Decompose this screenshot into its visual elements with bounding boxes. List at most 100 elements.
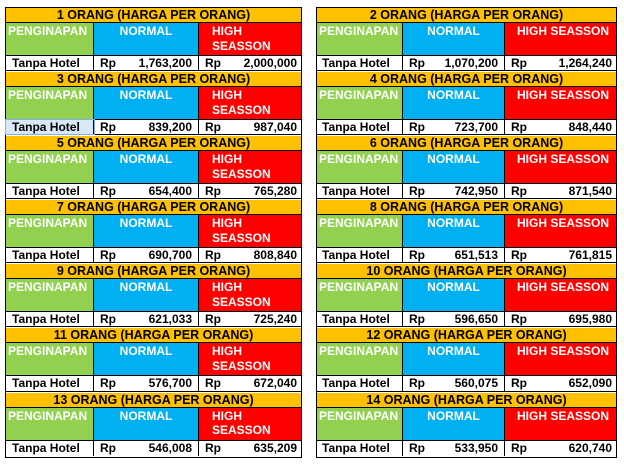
penginapan-header[interactable]: PENGINAPAN <box>6 87 94 120</box>
high-season-header[interactable]: HIGH SEASSON <box>505 279 616 312</box>
normal-header[interactable]: NORMAL <box>403 87 505 120</box>
high-season-price-cell[interactable]: Rp 987,040 <box>199 120 301 134</box>
high-season-price-cell[interactable]: Rp 620,740 <box>505 441 616 456</box>
high-season-header[interactable]: HIGH SEASSON <box>505 407 616 440</box>
normal-price-cell[interactable]: Rp 560,075 <box>403 376 505 391</box>
normal-price-cell[interactable]: Rp 690,700 <box>94 248 199 263</box>
normal-header[interactable]: NORMAL <box>403 279 505 312</box>
normal-header[interactable]: NORMAL <box>94 151 199 184</box>
penginapan-header[interactable]: PENGINAPAN <box>317 343 403 376</box>
normal-header[interactable]: NORMAL <box>403 343 505 376</box>
high-season-price-cell[interactable]: Rp 652,090 <box>505 376 616 390</box>
high-season-price-cell[interactable]: Rp 672,040 <box>199 376 301 390</box>
block-title[interactable]: 7 ORANG (HARGA PER ORANG) <box>6 200 301 216</box>
row-label[interactable]: Tanpa Hotel <box>6 184 94 199</box>
high-season-price-cell[interactable]: Rp 725,240 <box>199 312 301 326</box>
row-label[interactable]: Tanpa Hotel <box>6 376 94 391</box>
row-label[interactable]: Tanpa Hotel <box>5 119 95 136</box>
normal-price-cell[interactable]: Rp 546,008 <box>94 440 199 456</box>
high-season-header[interactable]: HIGH SEASSON <box>505 23 616 55</box>
high-season-header[interactable]: HIGH SEASSON <box>505 215 616 248</box>
normal-header[interactable]: NORMAL <box>403 23 505 55</box>
block-title[interactable]: 10 ORANG (HARGA PER ORANG) <box>317 264 616 280</box>
penginapan-header[interactable]: PENGINAPAN <box>6 279 94 312</box>
high-season-header[interactable]: HIGH SEASSON <box>199 279 301 312</box>
penginapan-header[interactable]: PENGINAPAN <box>6 151 94 184</box>
high-season-header[interactable]: HIGH SEASSON <box>199 23 301 55</box>
normal-header[interactable]: NORMAL <box>403 151 505 184</box>
high-season-header[interactable]: HIGH SEASSON <box>199 215 301 248</box>
high-season-price-cell[interactable]: Rp 765,280 <box>199 184 301 198</box>
block-title[interactable]: 2 ORANG (HARGA PER ORANG) <box>317 8 616 23</box>
block-title[interactable]: 9 ORANG (HARGA PER ORANG) <box>6 264 301 280</box>
currency-label: Rp <box>205 248 221 263</box>
normal-header[interactable]: NORMAL <box>94 343 199 376</box>
block-title[interactable]: 11 ORANG (HARGA PER ORANG) <box>6 328 301 344</box>
block-title[interactable]: 14 ORANG (HARGA PER ORANG) <box>317 392 616 408</box>
block-title[interactable]: 6 ORANG (HARGA PER ORANG) <box>317 136 616 152</box>
row-label[interactable]: Tanpa Hotel <box>317 248 403 263</box>
high-season-price-cell[interactable]: Rp 635,209 <box>199 441 301 456</box>
normal-header[interactable]: NORMAL <box>94 407 199 440</box>
block-title[interactable]: 1 ORANG (HARGA PER ORANG) <box>6 8 301 23</box>
penginapan-header[interactable]: PENGINAPAN <box>317 23 403 55</box>
penginapan-header[interactable]: PENGINAPAN <box>317 407 403 440</box>
normal-price-cell[interactable]: Rp 742,950 <box>403 184 505 199</box>
normal-header[interactable]: NORMAL <box>94 23 199 55</box>
high-season-header[interactable]: HIGH SEASSON <box>505 343 616 376</box>
block-title[interactable]: 5 ORANG (HARGA PER ORANG) <box>6 136 301 152</box>
penginapan-header[interactable]: PENGINAPAN <box>317 279 403 312</box>
row-label[interactable]: Tanpa Hotel <box>317 312 403 327</box>
penginapan-header[interactable]: PENGINAPAN <box>317 87 403 120</box>
row-label[interactable]: Tanpa Hotel <box>6 56 94 71</box>
high-season-price-cell[interactable]: Rp 695,980 <box>505 312 616 326</box>
row-label[interactable]: Tanpa Hotel <box>6 248 94 263</box>
high-season-price-cell[interactable]: Rp 808,840 <box>199 248 301 262</box>
normal-price-cell[interactable]: Rp 651,513 <box>403 248 505 263</box>
high-season-header[interactable]: HIGH SEASSON <box>199 343 301 376</box>
normal-header[interactable]: NORMAL <box>403 215 505 248</box>
normal-price-cell[interactable]: Rp 1,070,200 <box>403 56 505 71</box>
high-season-header[interactable]: HIGH SEASSON <box>199 87 301 120</box>
normal-header[interactable]: NORMAL <box>94 215 199 248</box>
high-season-price-cell[interactable]: Rp 1,264,240 <box>505 56 616 70</box>
row-label[interactable]: Tanpa Hotel <box>317 376 403 391</box>
normal-price-cell[interactable]: Rp 621,033 <box>94 312 199 327</box>
high-season-header[interactable]: HIGH SEASSON <box>199 407 301 440</box>
normal-price-cell[interactable]: Rp 1,763,200 <box>94 56 199 71</box>
normal-header[interactable]: NORMAL <box>94 279 199 312</box>
penginapan-header[interactable]: PENGINAPAN <box>6 23 94 55</box>
high-season-price-cell[interactable]: Rp 871,540 <box>505 184 616 198</box>
normal-header[interactable]: NORMAL <box>403 407 505 440</box>
high-season-price-cell[interactable]: Rp 761,815 <box>505 248 616 262</box>
normal-price-cell[interactable]: Rp 654,400 <box>94 184 199 199</box>
block-title[interactable]: 8 ORANG (HARGA PER ORANG) <box>317 200 616 216</box>
row-label[interactable]: Tanpa Hotel <box>317 56 403 71</box>
block-title[interactable]: 3 ORANG (HARGA PER ORANG) <box>6 72 301 88</box>
normal-price-cell[interactable]: Rp 596,650 <box>403 312 505 327</box>
row-label[interactable]: Tanpa Hotel <box>6 312 94 327</box>
normal-price-cell[interactable]: Rp 839,200 <box>94 120 199 135</box>
high-season-price-cell[interactable]: Rp 848,440 <box>505 120 616 134</box>
penginapan-header[interactable]: PENGINAPAN <box>6 343 94 376</box>
normal-header[interactable]: NORMAL <box>94 87 199 120</box>
high-season-header[interactable]: HIGH SEASSON <box>505 151 616 184</box>
high-season-price-cell[interactable]: Rp 2,000,000 <box>199 56 301 70</box>
penginapan-header[interactable]: PENGINAPAN <box>317 151 403 184</box>
row-label[interactable]: Tanpa Hotel <box>317 440 403 456</box>
row-label[interactable]: Tanpa Hotel <box>317 184 403 199</box>
penginapan-header[interactable]: PENGINAPAN <box>6 407 94 440</box>
normal-price-cell[interactable]: Rp 576,700 <box>94 376 199 391</box>
block-title[interactable]: 13 ORANG (HARGA PER ORANG) <box>6 392 301 408</box>
penginapan-header[interactable]: PENGINAPAN <box>6 215 94 248</box>
high-season-header[interactable]: HIGH SEASSON <box>505 87 616 120</box>
block-title[interactable]: 4 ORANG (HARGA PER ORANG) <box>317 72 616 88</box>
row-label[interactable]: Tanpa Hotel <box>317 120 403 135</box>
high-season-header[interactable]: HIGH SEASSON <box>199 151 301 184</box>
currency-label: Rp <box>100 248 116 263</box>
penginapan-header[interactable]: PENGINAPAN <box>317 215 403 248</box>
normal-price-cell[interactable]: Rp 533,950 <box>403 440 505 456</box>
block-title[interactable]: 12 ORANG (HARGA PER ORANG) <box>317 328 616 344</box>
row-label[interactable]: Tanpa Hotel <box>6 440 94 456</box>
normal-price-cell[interactable]: Rp 723,700 <box>403 120 505 135</box>
